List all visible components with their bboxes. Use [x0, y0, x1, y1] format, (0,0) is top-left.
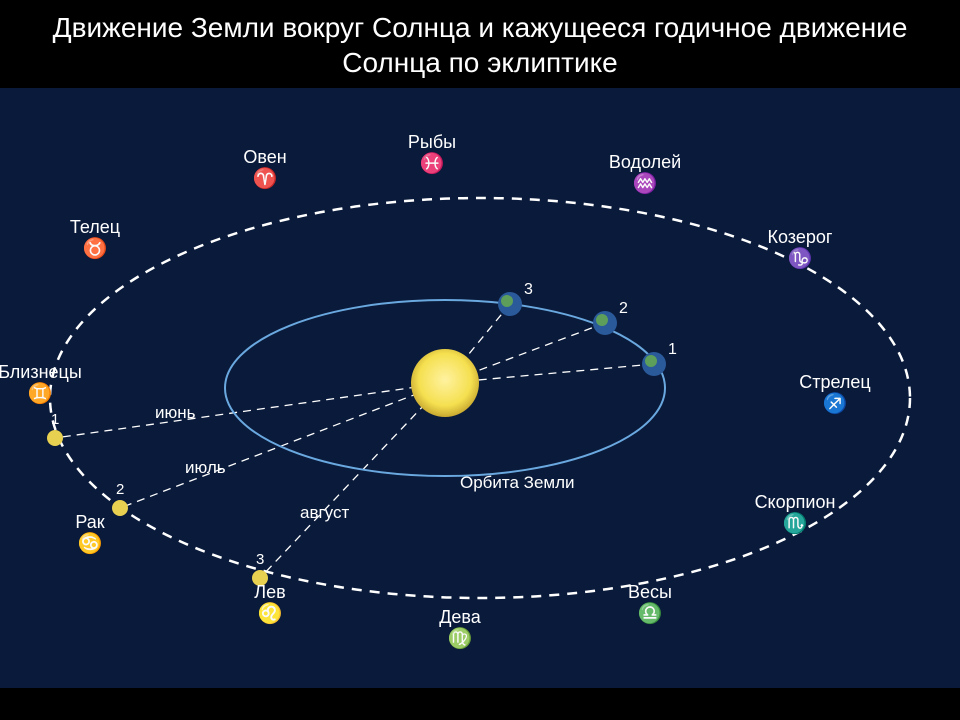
diagram-svg: 1 2 3 1 2 3 июнь июль август Орбита Земли Рыбы♓ Ове… — [0, 88, 960, 688]
svg-text:♏: ♏ — [783, 511, 808, 535]
svg-text:Орбита Земли: Орбита Земли — [460, 473, 575, 492]
svg-text:Рак: Рак — [75, 512, 104, 532]
svg-text:♌: ♌ — [258, 601, 283, 625]
svg-text:Рыбы: Рыбы — [408, 132, 456, 152]
svg-text:♓: ♓ — [420, 151, 445, 175]
svg-text:3: 3 — [256, 551, 264, 568]
svg-text:июнь: июнь — [155, 403, 196, 422]
svg-text:Скорпион: Скорпион — [755, 492, 836, 512]
svg-text:♑: ♑ — [788, 246, 813, 270]
svg-text:♈: ♈ — [253, 166, 278, 190]
svg-text:Дева: Дева — [439, 607, 482, 627]
svg-text:♍: ♍ — [448, 626, 473, 650]
svg-text:2: 2 — [116, 481, 124, 498]
page-title: Движение Земли вокруг Солнца и кажущееся… — [0, 0, 960, 88]
svg-text:♒: ♒ — [633, 171, 658, 195]
svg-text:август: август — [300, 503, 349, 522]
svg-text:Водолей: Водолей — [609, 152, 681, 172]
svg-text:3: 3 — [524, 281, 533, 298]
svg-text:Близнецы: Близнецы — [0, 362, 82, 382]
svg-text:1: 1 — [668, 341, 677, 358]
svg-text:1: 1 — [51, 411, 59, 428]
svg-text:Весы: Весы — [628, 582, 672, 602]
svg-text:2: 2 — [619, 300, 628, 317]
svg-text:Телец: Телец — [70, 217, 120, 237]
svg-text:♊: ♊ — [28, 381, 53, 405]
svg-text:♎: ♎ — [638, 601, 663, 625]
diagram-stage: 1 2 3 1 2 3 июнь июль август Орбита Земли Рыбы♓ Ове… — [0, 88, 960, 688]
svg-text:июль: июль — [185, 458, 226, 477]
svg-text:Лев: Лев — [254, 582, 285, 602]
svg-text:Стрелец: Стрелец — [799, 372, 871, 392]
svg-text:♋: ♋ — [78, 531, 103, 555]
svg-text:Овен: Овен — [243, 147, 286, 167]
svg-text:Козерог: Козерог — [768, 227, 833, 247]
svg-text:♉: ♉ — [83, 236, 108, 260]
svg-text:♐: ♐ — [823, 391, 848, 415]
